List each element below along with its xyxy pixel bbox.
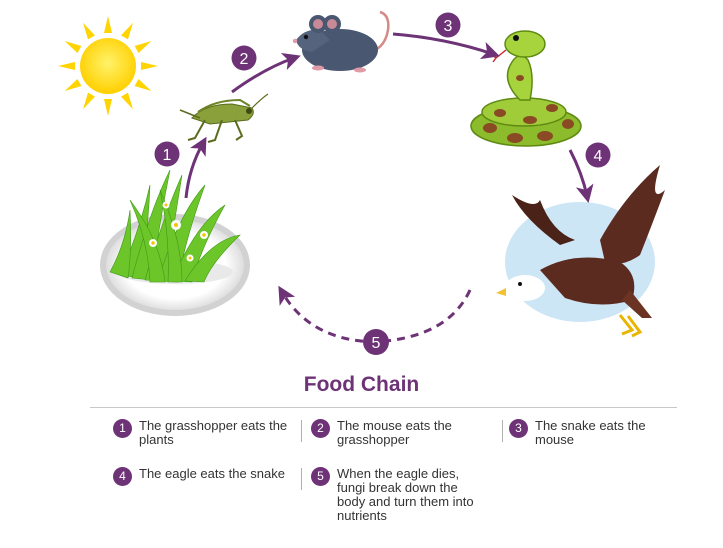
arrow-grasshopper-to-mouse <box>231 53 301 94</box>
step-badge-1-number: 1 <box>163 147 172 164</box>
legend-badge-4: 4 <box>113 467 132 486</box>
legend-badge-5: 5 <box>311 467 330 486</box>
legend-separator <box>301 468 302 490</box>
step-badge-4-number: 4 <box>594 148 603 165</box>
legend-item-2: 2 The mouse eats the grasshopper <box>311 419 496 447</box>
legend-item-3: 3 The snake eats the mouse <box>509 419 679 447</box>
sun-icon <box>58 16 158 116</box>
legend-badge-2: 2 <box>311 419 330 438</box>
legend-separator <box>502 420 503 442</box>
step-badge-5-number: 5 <box>372 335 381 352</box>
arrow-grass-to-grasshopper <box>184 136 207 199</box>
diagram-title: Food Chain <box>303 373 420 396</box>
legend-item-1: 1 The grasshopper eats the plants <box>113 419 293 447</box>
grasshopper-icon <box>179 93 269 143</box>
food-chain-diagram: 1 2 3 4 5 <box>58 10 665 355</box>
legend-item-5: 5 When the eagle dies, fungi break down … <box>311 467 486 523</box>
step-badge-5: 5 <box>363 329 389 355</box>
step-badge-4: 4 <box>585 142 611 168</box>
grass-icon <box>100 169 250 316</box>
mouse-icon <box>292 10 390 73</box>
step-badge-3-number: 3 <box>444 18 453 35</box>
step-badge-2: 2 <box>231 45 257 71</box>
snake-icon <box>470 30 582 147</box>
legend-text-4: The eagle eats the snake <box>139 466 285 481</box>
arrow-mouse-to-snake <box>392 32 500 60</box>
step-badge-3: 3 <box>435 12 461 38</box>
legend-badge-3: 3 <box>509 419 528 438</box>
legend-badge-1: 1 <box>113 419 132 438</box>
legend-text-1: The grasshopper eats the plants <box>139 418 288 447</box>
title-divider <box>90 407 677 408</box>
legend-separator <box>301 420 302 442</box>
step-badge-2-number: 2 <box>240 51 249 68</box>
arrow-snake-to-eagle <box>568 149 594 204</box>
eagle-icon <box>496 165 665 338</box>
step-badge-1: 1 <box>154 141 180 167</box>
legend-text-3: The snake eats the mouse <box>535 418 646 447</box>
legend-item-4: 4 The eagle eats the snake <box>113 467 298 486</box>
legend-text-5: When the eagle dies, fungi break down th… <box>337 466 474 523</box>
legend-text-2: The mouse eats the grasshopper <box>337 418 452 447</box>
